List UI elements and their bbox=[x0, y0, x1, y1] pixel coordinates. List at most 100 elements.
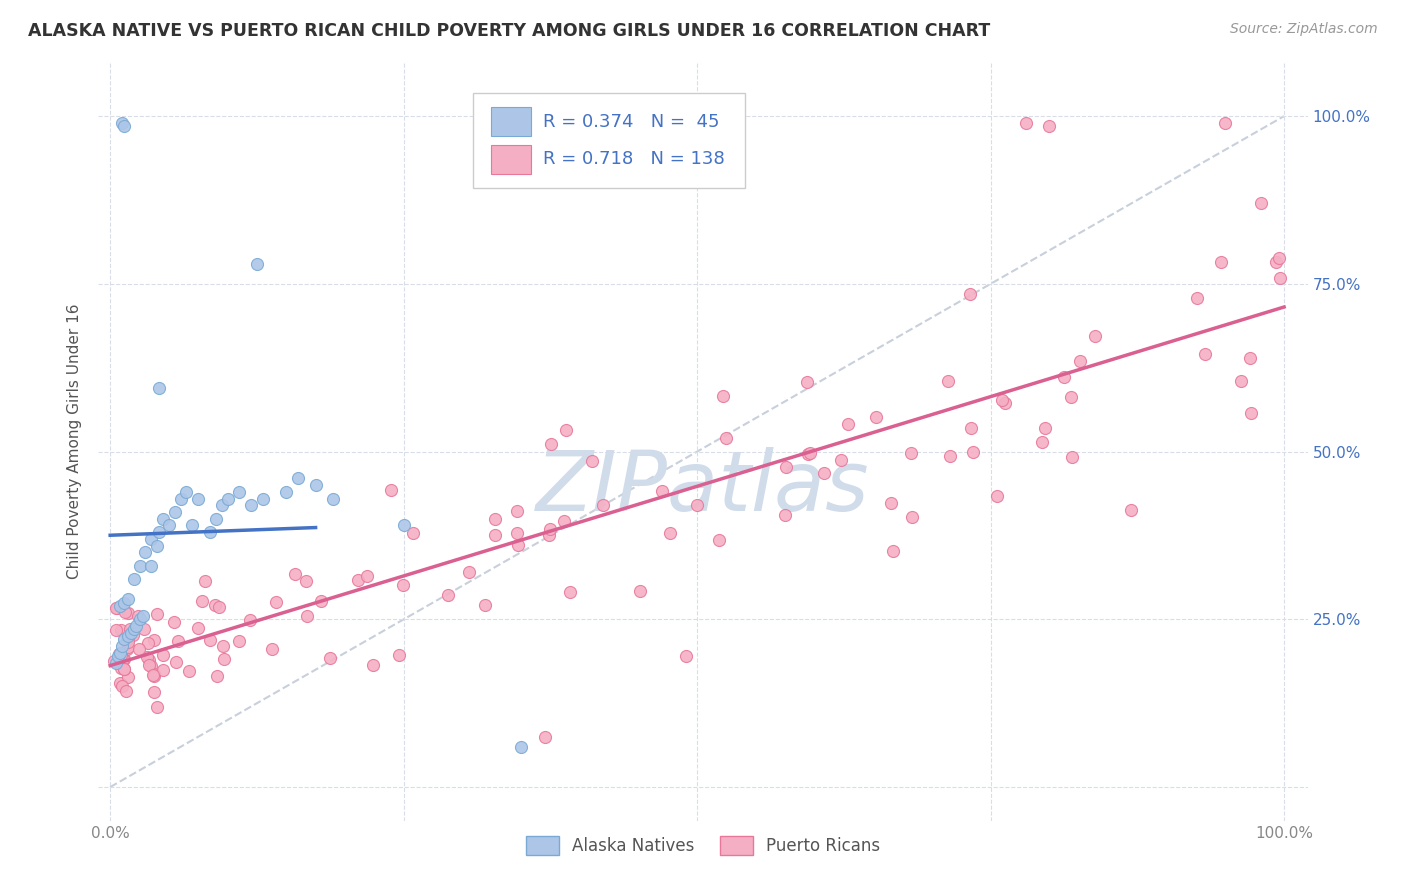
Point bbox=[181, 518, 204, 533]
Point bbox=[128, 558, 150, 573]
Point bbox=[1060, 390, 1083, 404]
Point bbox=[217, 491, 239, 506]
Point bbox=[122, 572, 145, 586]
Point bbox=[152, 663, 174, 677]
Point bbox=[111, 679, 134, 693]
Point bbox=[165, 655, 187, 669]
Point bbox=[1194, 346, 1216, 360]
Point bbox=[127, 608, 149, 623]
Point bbox=[510, 739, 533, 754]
Point bbox=[283, 566, 305, 581]
Point bbox=[392, 518, 415, 533]
Point bbox=[581, 454, 603, 468]
Point bbox=[134, 545, 156, 559]
Point bbox=[146, 699, 169, 714]
Point bbox=[136, 650, 159, 665]
Point bbox=[458, 565, 481, 579]
Point bbox=[105, 624, 128, 638]
Point bbox=[146, 539, 169, 553]
Point bbox=[538, 522, 561, 536]
Point bbox=[797, 446, 820, 460]
Point bbox=[628, 583, 651, 598]
Point bbox=[986, 489, 1008, 503]
Point bbox=[122, 623, 145, 637]
Point bbox=[830, 453, 852, 467]
Point bbox=[138, 658, 160, 673]
Text: Source: ZipAtlas.com: Source: ZipAtlas.com bbox=[1230, 22, 1378, 37]
Point bbox=[474, 599, 496, 613]
Point bbox=[1031, 435, 1053, 450]
Point bbox=[167, 634, 190, 648]
Point bbox=[659, 525, 682, 540]
FancyBboxPatch shape bbox=[492, 145, 531, 174]
Point bbox=[107, 647, 129, 661]
Point bbox=[388, 648, 411, 662]
Point bbox=[111, 639, 134, 653]
Point bbox=[177, 664, 200, 678]
Point bbox=[141, 532, 163, 546]
Point bbox=[117, 629, 139, 643]
Point bbox=[136, 635, 159, 649]
Point bbox=[558, 585, 581, 599]
Point bbox=[120, 625, 142, 640]
Point bbox=[142, 684, 165, 698]
Point bbox=[540, 437, 562, 451]
Point bbox=[304, 478, 326, 492]
Point bbox=[651, 483, 673, 498]
Point bbox=[176, 484, 198, 499]
FancyBboxPatch shape bbox=[492, 107, 531, 136]
Point bbox=[707, 533, 730, 548]
Point bbox=[108, 676, 131, 690]
Point bbox=[1239, 351, 1261, 366]
Point bbox=[264, 595, 287, 609]
Point bbox=[775, 460, 797, 475]
Point bbox=[111, 116, 134, 130]
Point bbox=[142, 632, 165, 647]
Point bbox=[960, 421, 983, 435]
Point bbox=[239, 613, 262, 627]
Point bbox=[991, 393, 1014, 408]
Point bbox=[148, 381, 170, 395]
Point bbox=[837, 417, 859, 432]
Point bbox=[1015, 116, 1038, 130]
Point bbox=[212, 639, 235, 653]
Point bbox=[1185, 291, 1208, 305]
Point bbox=[128, 612, 150, 626]
Point bbox=[276, 484, 298, 499]
Point bbox=[319, 651, 342, 665]
Point bbox=[211, 498, 233, 512]
Point bbox=[686, 498, 709, 512]
Point bbox=[146, 607, 169, 621]
Point bbox=[198, 633, 221, 648]
Point bbox=[505, 504, 527, 518]
Point bbox=[1268, 271, 1291, 285]
Point bbox=[533, 730, 555, 744]
Point bbox=[240, 498, 263, 512]
Point bbox=[1265, 255, 1288, 269]
Point bbox=[716, 432, 738, 446]
Point bbox=[711, 389, 734, 403]
Point bbox=[1250, 196, 1272, 211]
Point bbox=[103, 654, 125, 668]
Point bbox=[796, 376, 818, 390]
Point bbox=[117, 631, 139, 645]
Point bbox=[125, 619, 148, 633]
Text: ZIPatlas: ZIPatlas bbox=[536, 447, 870, 527]
Point bbox=[962, 445, 984, 459]
Point bbox=[110, 648, 132, 663]
Point bbox=[169, 491, 191, 506]
Point bbox=[295, 574, 318, 589]
Point bbox=[110, 623, 132, 637]
Point bbox=[1209, 255, 1232, 269]
Point bbox=[212, 651, 235, 665]
Point bbox=[262, 641, 284, 656]
Point bbox=[187, 491, 209, 506]
Point bbox=[108, 599, 131, 613]
Point bbox=[939, 449, 962, 463]
Point bbox=[112, 662, 135, 676]
Point bbox=[1084, 329, 1107, 343]
Point bbox=[505, 525, 527, 540]
Point bbox=[380, 483, 402, 498]
Point bbox=[120, 622, 142, 636]
Point bbox=[555, 423, 578, 437]
